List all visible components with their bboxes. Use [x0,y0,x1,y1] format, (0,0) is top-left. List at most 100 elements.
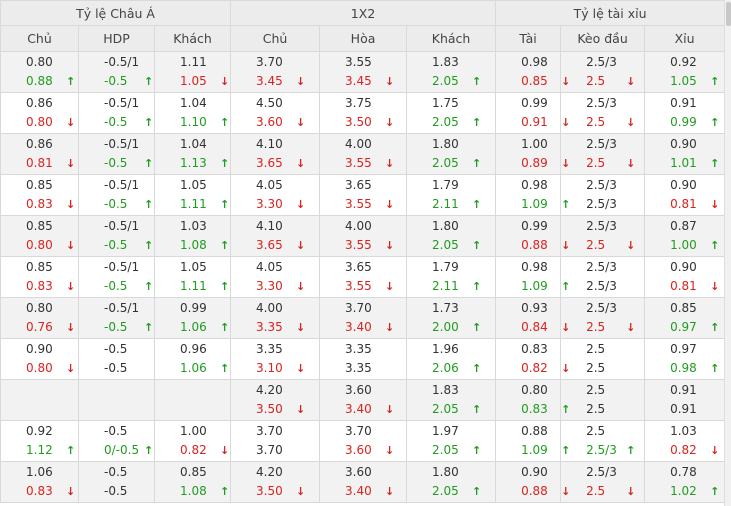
odds-cell[interactable]: 2.5 2.5 [560,338,646,380]
odds-cell[interactable]: 0.93 0.84 ↓ [495,297,570,339]
odds-cell[interactable]: 0.98 1.09 ↑ [495,256,570,298]
odds-cell[interactable]: 0.90 0.81 ↓ [644,174,726,216]
odds-row[interactable]: 0.92 1.12 ↑ -0.5 0/-0.5 ↑ 1.00 0.82 ↓ 3.70 3.70 3.7… [0,420,726,462]
odds-cell[interactable]: 0.85 0.83 ↓ [0,256,79,298]
odds-cell[interactable]: 0.85 1.08 ↑ [153,461,232,503]
odds-row[interactable]: 0.85 0.83 ↓ -0.5/1 -0.5 ↑ 1.05 1.11 ↑ 4.05 3.30 ↓ 3.… [0,256,726,298]
odds-cell[interactable]: -0.5/1 -0.5 ↑ [78,215,155,257]
odds-cell[interactable]: 4.50 3.60 ↓ [230,92,321,134]
odds-cell[interactable]: 4.10 3.65 ↓ [230,133,321,175]
odds-cell[interactable]: 1.80 2.05 ↑ [406,461,497,503]
odds-cell[interactable]: 1.83 2.05 ↑ [406,379,497,421]
odds-cell[interactable] [78,379,155,421]
odds-cell[interactable]: 3.55 3.45 ↓ [319,51,408,93]
odds-cell[interactable]: 0.91 0.99 ↑ [644,92,726,134]
odds-cell[interactable]: 1.97 2.05 ↑ [406,420,497,462]
odds-cell[interactable]: 1.79 2.11 ↑ [406,256,497,298]
odds-cell[interactable]: 0.86 0.80 ↓ [0,92,79,134]
odds-cell[interactable]: 0.90 0.88 ↓ [495,461,570,503]
odds-cell[interactable]: 0.98 0.85 ↓ [495,51,570,93]
odds-cell[interactable]: 3.35 3.10 ↓ [230,338,321,380]
odds-cell[interactable]: 2.5/3 2.5 ↓ [560,92,646,134]
odds-cell[interactable]: 1.05 1.11 ↑ [153,256,232,298]
odds-cell[interactable]: 3.65 3.55 ↓ [319,174,408,216]
odds-cell[interactable] [0,379,79,421]
odds-cell[interactable]: 1.79 2.11 ↑ [406,174,497,216]
odds-cell[interactable]: 0.80 0.88 ↑ [0,51,79,93]
odds-cell[interactable]: 0.88 1.09 ↑ [495,420,570,462]
odds-cell[interactable]: -0.5 0/-0.5 ↑ [78,420,155,462]
odds-cell[interactable]: 4.00 3.55 ↓ [319,133,408,175]
odds-cell[interactable]: -0.5 -0.5 [78,461,155,503]
odds-cell[interactable]: 0.96 1.06 ↑ [153,338,232,380]
odds-cell[interactable]: 1.04 1.13 ↑ [153,133,232,175]
odds-cell[interactable]: 0.91 0.91 [644,379,726,421]
odds-cell[interactable]: 1.96 2.06 ↑ [406,338,497,380]
odds-cell[interactable]: 1.05 1.11 ↑ [153,174,232,216]
odds-cell[interactable]: 3.70 3.60 ↓ [319,420,408,462]
odds-cell[interactable]: 0.90 1.01 ↑ [644,133,726,175]
odds-cell[interactable]: -0.5/1 -0.5 ↑ [78,256,155,298]
odds-cell[interactable]: -0.5/1 -0.5 ↑ [78,51,155,93]
odds-row[interactable]: 0.86 0.81 ↓ -0.5/1 -0.5 ↑ 1.04 1.13 ↑ 4.10 3.65 ↓ 4.… [0,133,726,175]
odds-cell[interactable]: 4.05 3.30 ↓ [230,174,321,216]
odds-cell[interactable]: 0.97 0.98 ↑ [644,338,726,380]
odds-row[interactable]: 0.90 0.80 ↓ -0.5 -0.5 0.96 1.06 ↑ 3.35 3.10 ↓ 3.35 3… [0,338,726,380]
odds-cell[interactable]: 2.5/3 2.5 ↓ [560,297,646,339]
odds-row[interactable]: 0.80 0.76 ↓ -0.5/1 -0.5 ↑ 0.99 1.06 ↑ 4.00 3.35 ↓ 3.… [0,297,726,339]
odds-cell[interactable]: -0.5/1 -0.5 ↑ [78,133,155,175]
odds-cell[interactable]: 2.5/3 2.5/3 [560,174,646,216]
odds-row[interactable]: 0.85 0.83 ↓ -0.5/1 -0.5 ↑ 1.05 1.11 ↑ 4.05 3.30 ↓ 3.… [0,174,726,216]
odds-cell[interactable]: 0.90 0.81 ↓ [644,256,726,298]
odds-cell[interactable]: 2.5 2.5/3 ↑ [560,420,646,462]
odds-cell[interactable]: 0.92 1.05 ↑ [644,51,726,93]
odds-cell[interactable]: 0.99 0.88 ↓ [495,215,570,257]
odds-cell[interactable]: 2.5/3 2.5 ↓ [560,133,646,175]
odds-cell[interactable]: 3.60 3.40 ↓ [319,461,408,503]
odds-cell[interactable]: 4.05 3.30 ↓ [230,256,321,298]
odds-cell[interactable]: 2.5/3 2.5 ↓ [560,461,646,503]
odds-cell[interactable]: 1.03 1.08 ↑ [153,215,232,257]
odds-row[interactable]: 0.80 0.88 ↑ -0.5/1 -0.5 ↑ 1.11 1.05 ↓ 3.70 3.45 ↓ 3.… [0,51,726,93]
odds-cell[interactable]: 1.00 0.89 ↓ [495,133,570,175]
odds-cell[interactable]: 1.03 0.82 ↓ [644,420,726,462]
odds-cell[interactable]: 3.65 3.55 ↓ [319,256,408,298]
odds-cell[interactable]: 4.20 3.50 ↓ [230,461,321,503]
odds-cell[interactable]: -0.5/1 -0.5 ↑ [78,92,155,134]
odds-cell[interactable]: 1.73 2.00 ↑ [406,297,497,339]
odds-cell[interactable]: 1.06 0.83 ↓ [0,461,79,503]
odds-cell[interactable]: 2.5/3 2.5/3 [560,256,646,298]
scrollbar-thumb[interactable] [726,2,731,26]
odds-row[interactable]: 1.06 0.83 ↓ -0.5 -0.5 0.85 1.08 ↑ 4.20 3.50 ↓ 3.60 3… [0,461,726,503]
odds-cell[interactable]: 0.87 1.00 ↑ [644,215,726,257]
odds-cell[interactable]: 1.75 2.05 ↑ [406,92,497,134]
vertical-scrollbar[interactable] [724,0,731,506]
odds-cell[interactable]: 0.98 1.09 ↑ [495,174,570,216]
odds-cell[interactable]: 3.70 3.45 ↓ [230,51,321,93]
odds-cell[interactable]: 0.80 0.76 ↓ [0,297,79,339]
odds-cell[interactable]: -0.5/1 -0.5 ↑ [78,297,155,339]
odds-cell[interactable]: 1.11 1.05 ↓ [153,51,232,93]
odds-cell[interactable]: 0.85 0.97 ↑ [644,297,726,339]
odds-cell[interactable]: -0.5 -0.5 [78,338,155,380]
odds-cell[interactable]: 2.5/3 2.5 ↓ [560,215,646,257]
odds-cell[interactable]: 0.78 1.02 ↑ [644,461,726,503]
odds-cell[interactable]: 1.80 2.05 ↑ [406,215,497,257]
odds-cell[interactable]: 1.80 2.05 ↑ [406,133,497,175]
odds-cell[interactable]: 0.85 0.83 ↓ [0,174,79,216]
odds-cell[interactable]: 3.75 3.50 ↓ [319,92,408,134]
odds-cell[interactable]: 2.5/3 2.5 ↓ [560,51,646,93]
odds-cell[interactable]: 0.85 0.80 ↓ [0,215,79,257]
odds-cell[interactable]: 0.99 0.91 ↓ [495,92,570,134]
odds-cell[interactable]: 3.70 3.70 [230,420,321,462]
odds-row[interactable]: 4.20 3.50 ↓ 3.60 3.40 ↓ 1.83 2.05 ↑ 0.80 0.83 ↑ 2.5 2… [0,379,726,421]
odds-cell[interactable]: 1.00 0.82 ↓ [153,420,232,462]
odds-cell[interactable]: 4.10 3.65 ↓ [230,215,321,257]
odds-cell[interactable]: 0.80 0.83 ↑ [495,379,570,421]
odds-cell[interactable]: 1.83 2.05 ↑ [406,51,497,93]
odds-cell[interactable]: 2.5 2.5 [560,379,646,421]
odds-cell[interactable]: 1.04 1.10 ↑ [153,92,232,134]
odds-row[interactable]: 0.86 0.80 ↓ -0.5/1 -0.5 ↑ 1.04 1.10 ↑ 4.50 3.60 ↓ 3.… [0,92,726,134]
odds-cell[interactable]: 3.60 3.40 ↓ [319,379,408,421]
odds-cell[interactable]: 3.35 3.35 [319,338,408,380]
